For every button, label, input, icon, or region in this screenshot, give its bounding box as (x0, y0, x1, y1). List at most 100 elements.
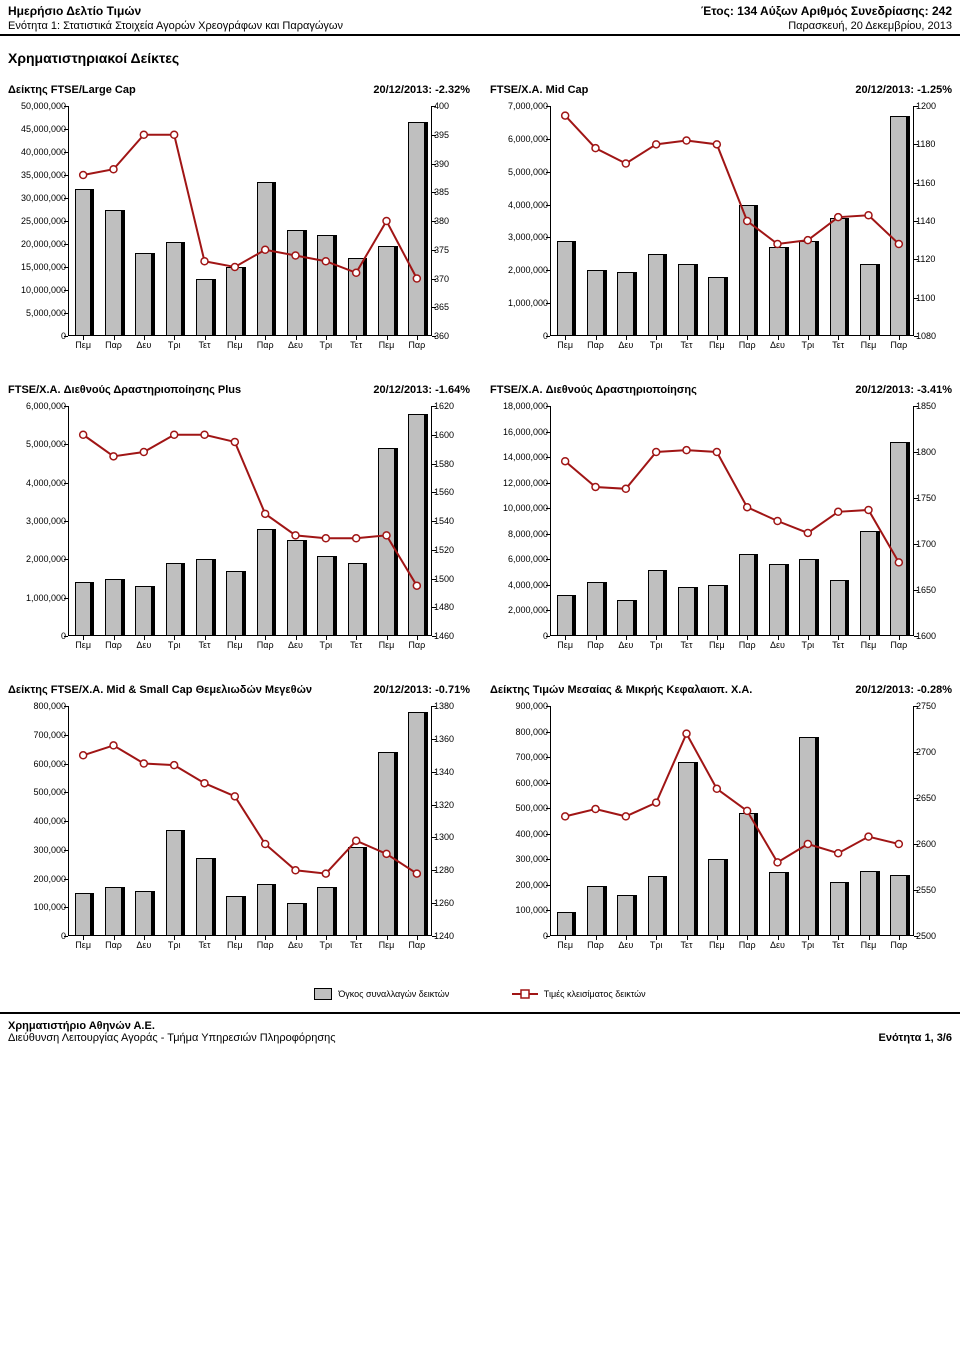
y1-tick-label: 50,000,000 (21, 101, 68, 111)
x-tick-label: Δευ (288, 936, 303, 950)
line-marker (562, 458, 569, 465)
line-marker (895, 241, 902, 248)
line-marker (413, 275, 420, 282)
x-tick-label: Παρ (408, 336, 425, 350)
y1-tick-label: 2,000,000 (508, 605, 550, 615)
line-marker (413, 582, 420, 589)
x-tick-label: Δευ (136, 336, 151, 350)
x-tick-label: Παρ (890, 336, 907, 350)
chart-box: FTSE/X.A. Mid Cap20/12/2013: -1.25%01,00… (490, 78, 952, 360)
y1-tick-label: 7,000,000 (508, 101, 550, 111)
y2-tick-label: 1380 (432, 701, 454, 711)
x-tick-label: Τρι (320, 636, 333, 650)
y2-tick-label: 1480 (432, 602, 454, 612)
header-title-left: Ημερήσιο Δελτίο Τιμών (8, 4, 343, 18)
y1-tick-label: 200,000 (33, 874, 68, 884)
x-tick-label: Παρ (105, 336, 122, 350)
x-tick-label: Τρι (650, 936, 663, 950)
line-marker (140, 760, 147, 767)
y1-tick-label: 12,000,000 (503, 478, 550, 488)
header-title-right: Έτος: 134 Αύξων Αριθμός Συνεδρίασης: 242 (701, 4, 952, 18)
page-header: Ημερήσιο Δελτίο Τιμών Ενότητα 1: Στατιστ… (0, 0, 960, 36)
legend-swatch-bar (314, 988, 332, 1000)
y1-tick-label: 300,000 (515, 854, 550, 864)
line-marker (622, 485, 629, 492)
x-tick-label: Παρ (739, 336, 756, 350)
chart-title: FTSE/X.A. Mid Cap (490, 84, 588, 96)
header-sub-left: Ενότητα 1: Στατιστικά Στοιχεία Αγορών Χρ… (8, 20, 343, 32)
plot-area: 0100,000200,000300,000400,000500,000600,… (550, 706, 914, 936)
line-marker (383, 532, 390, 539)
y1-tick-label: 500,000 (33, 787, 68, 797)
y1-tick-label: 700,000 (33, 730, 68, 740)
x-tick-label: Τετ (198, 336, 210, 350)
y1-tick-label: 6,000,000 (508, 134, 550, 144)
x-tick-label: Τρι (320, 936, 333, 950)
chart-box: FTSE/X.A. Διεθνούς Δραστηριοποίησης20/12… (490, 378, 952, 660)
y1-tick-label: 0 (543, 331, 550, 341)
line-marker (292, 867, 299, 874)
section-title: Χρηματιστηριακοί Δείκτες (0, 36, 960, 70)
y2-tick-label: 360 (432, 331, 449, 341)
line-marker (713, 449, 720, 456)
y1-tick-label: 1,000,000 (26, 593, 68, 603)
x-tick-label: Τρι (168, 636, 181, 650)
y2-tick-label: 1580 (432, 459, 454, 469)
line-marker (622, 813, 629, 820)
legend: Όγκος συναλλαγών δεικτών Τιμές κλεισίματ… (0, 968, 960, 1012)
y2-tick-label: 1200 (914, 101, 936, 111)
line-marker (231, 438, 238, 445)
y2-tick-label: 1300 (432, 832, 454, 842)
chart-change: 20/12/2013: -2.32% (373, 84, 470, 96)
y2-tick-label: 1460 (432, 631, 454, 641)
y2-tick-label: 1160 (914, 178, 935, 188)
y2-tick-label: 1600 (432, 430, 454, 440)
plot-area: 02,000,0004,000,0006,000,0008,000,00010,… (550, 406, 914, 636)
line-marker (262, 841, 269, 848)
line-marker (353, 837, 360, 844)
chart-change: 20/12/2013: -0.71% (373, 684, 470, 696)
line-marker (713, 141, 720, 148)
x-tick-label: Παρ (890, 636, 907, 650)
line-marker (653, 141, 660, 148)
y2-tick-label: 1280 (432, 865, 454, 875)
y2-tick-label: 1650 (914, 585, 936, 595)
y2-tick-label: 1700 (914, 539, 936, 549)
line-marker (895, 559, 902, 566)
x-tick-label: Τετ (680, 936, 692, 950)
y1-tick-label: 400,000 (515, 829, 550, 839)
line-marker (835, 850, 842, 857)
x-tick-label: Πεμ (379, 636, 395, 650)
x-tick-label: Πεμ (557, 936, 573, 950)
y1-tick-label: 6,000,000 (26, 401, 68, 411)
line-marker (895, 841, 902, 848)
line-marker (171, 762, 178, 769)
line-marker (383, 850, 390, 857)
x-tick-label: Παρ (739, 636, 756, 650)
line-marker (80, 431, 87, 438)
line-marker (383, 218, 390, 225)
line-marker (592, 483, 599, 490)
y1-tick-label: 1,000,000 (508, 298, 550, 308)
line-marker (592, 806, 599, 813)
y1-tick-label: 400,000 (33, 816, 68, 826)
x-tick-label: Τετ (350, 336, 362, 350)
line-marker (80, 172, 87, 179)
y2-tick-label: 2650 (914, 793, 936, 803)
chart-title: Δείκτης Τιμών Μεσαίας & Μικρής Κεφαλαιοπ… (490, 684, 752, 696)
y1-tick-label: 700,000 (515, 752, 550, 762)
x-tick-label: Πεμ (557, 336, 573, 350)
line-marker (262, 510, 269, 517)
x-tick-label: Πεμ (227, 936, 243, 950)
y2-tick-label: 385 (432, 187, 449, 197)
y1-tick-label: 16,000,000 (503, 427, 550, 437)
y1-tick-label: 0 (61, 931, 68, 941)
x-tick-label: Πεμ (379, 336, 395, 350)
line-layer (550, 706, 914, 936)
x-tick-label: Παρ (257, 336, 274, 350)
y2-tick-label: 1520 (432, 545, 454, 555)
x-tick-label: Δευ (136, 636, 151, 650)
y2-tick-label: 400 (432, 101, 449, 111)
x-tick-label: Τετ (680, 636, 692, 650)
x-tick-label: Δευ (618, 336, 633, 350)
